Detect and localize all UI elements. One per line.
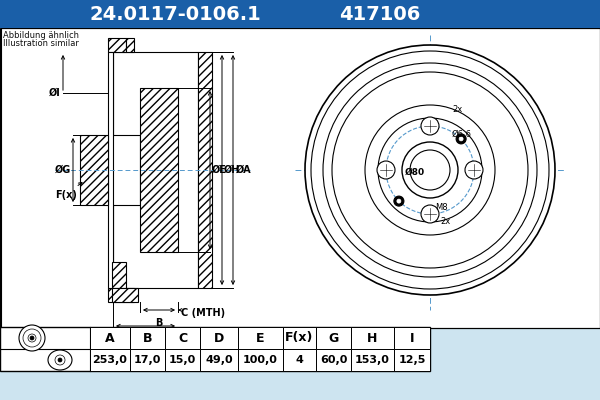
Circle shape [456, 134, 466, 144]
Text: 100,0: 100,0 [243, 355, 278, 365]
Text: 4: 4 [296, 355, 304, 365]
Bar [316, 327, 351, 349]
Bar [238, 349, 283, 371]
Bar [130, 327, 165, 349]
Text: Ø80: Ø80 [405, 168, 425, 176]
Bar [165, 327, 200, 349]
Circle shape [421, 117, 439, 135]
Circle shape [378, 118, 482, 222]
Text: Abbildung ähnlich: Abbildung ähnlich [3, 31, 79, 40]
Bar [283, 327, 316, 349]
Bar [108, 52, 113, 288]
Text: ØH: ØH [224, 165, 241, 175]
Bar [238, 327, 283, 349]
Circle shape [377, 161, 395, 179]
Bar [126, 38, 134, 52]
Text: 17,0: 17,0 [134, 355, 161, 365]
Text: C (MTH): C (MTH) [181, 308, 225, 318]
Text: Illustration similar: Illustration similar [3, 39, 79, 48]
Circle shape [28, 334, 36, 342]
Text: ØI: ØI [49, 88, 61, 98]
Bar [108, 38, 126, 52]
Bar [394, 349, 430, 371]
Text: B: B [155, 318, 163, 328]
Bar [130, 349, 165, 371]
Circle shape [365, 105, 495, 235]
Bar [351, 327, 394, 349]
Text: E: E [256, 332, 265, 344]
Ellipse shape [48, 350, 72, 370]
Text: 24.0117-0106.1: 24.0117-0106.1 [89, 4, 261, 24]
Text: G: G [328, 332, 338, 344]
Circle shape [55, 355, 65, 365]
Bar [90, 327, 130, 349]
Text: I: I [410, 332, 414, 344]
Text: ØG: ØG [55, 165, 71, 175]
Text: Ø6,6: Ø6,6 [452, 130, 472, 140]
Text: ØA: ØA [236, 165, 251, 175]
Text: 153,0: 153,0 [355, 355, 390, 365]
Bar [200, 327, 238, 349]
Circle shape [410, 150, 450, 190]
Text: 2x: 2x [440, 218, 450, 226]
Circle shape [402, 142, 458, 198]
Text: M8: M8 [435, 204, 448, 212]
Circle shape [305, 45, 555, 295]
Circle shape [397, 199, 401, 203]
Bar [200, 349, 238, 371]
Circle shape [30, 336, 34, 340]
Text: A: A [105, 332, 115, 344]
Bar [316, 349, 351, 371]
Bar [351, 349, 394, 371]
Bar [0, 0, 600, 28]
Circle shape [23, 329, 41, 347]
Bar [108, 135, 140, 205]
Circle shape [394, 196, 404, 206]
Bar [283, 349, 316, 371]
Text: H: H [367, 332, 377, 344]
Text: F(x): F(x) [286, 332, 314, 344]
Circle shape [311, 51, 549, 289]
Circle shape [19, 325, 45, 351]
Bar [112, 288, 138, 302]
Bar [108, 288, 126, 302]
Bar [112, 262, 126, 288]
Bar [80, 135, 108, 205]
Circle shape [58, 358, 62, 362]
Circle shape [465, 161, 483, 179]
Bar [0, 327, 430, 371]
Text: 2x: 2x [452, 106, 462, 114]
Text: F(x): F(x) [55, 182, 82, 200]
Text: 60,0: 60,0 [320, 355, 347, 365]
Text: 253,0: 253,0 [92, 355, 127, 365]
Text: D: D [142, 334, 149, 344]
Circle shape [332, 72, 528, 268]
Circle shape [459, 137, 463, 141]
Text: 12,5: 12,5 [398, 355, 425, 365]
Bar [394, 327, 430, 349]
Bar [198, 52, 212, 288]
Text: ØE: ØE [212, 165, 227, 175]
Text: D: D [214, 332, 224, 344]
Bar [140, 88, 178, 252]
Bar [126, 288, 134, 302]
Text: B: B [143, 332, 152, 344]
Bar [0, 28, 600, 328]
Text: 49,0: 49,0 [205, 355, 233, 365]
Bar [90, 349, 130, 371]
Bar [1, 28, 599, 328]
Text: C: C [178, 332, 187, 344]
Bar [165, 349, 200, 371]
Text: 417106: 417106 [340, 4, 421, 24]
Circle shape [421, 205, 439, 223]
Text: 15,0: 15,0 [169, 355, 196, 365]
Circle shape [323, 63, 537, 277]
Bar [113, 52, 198, 288]
